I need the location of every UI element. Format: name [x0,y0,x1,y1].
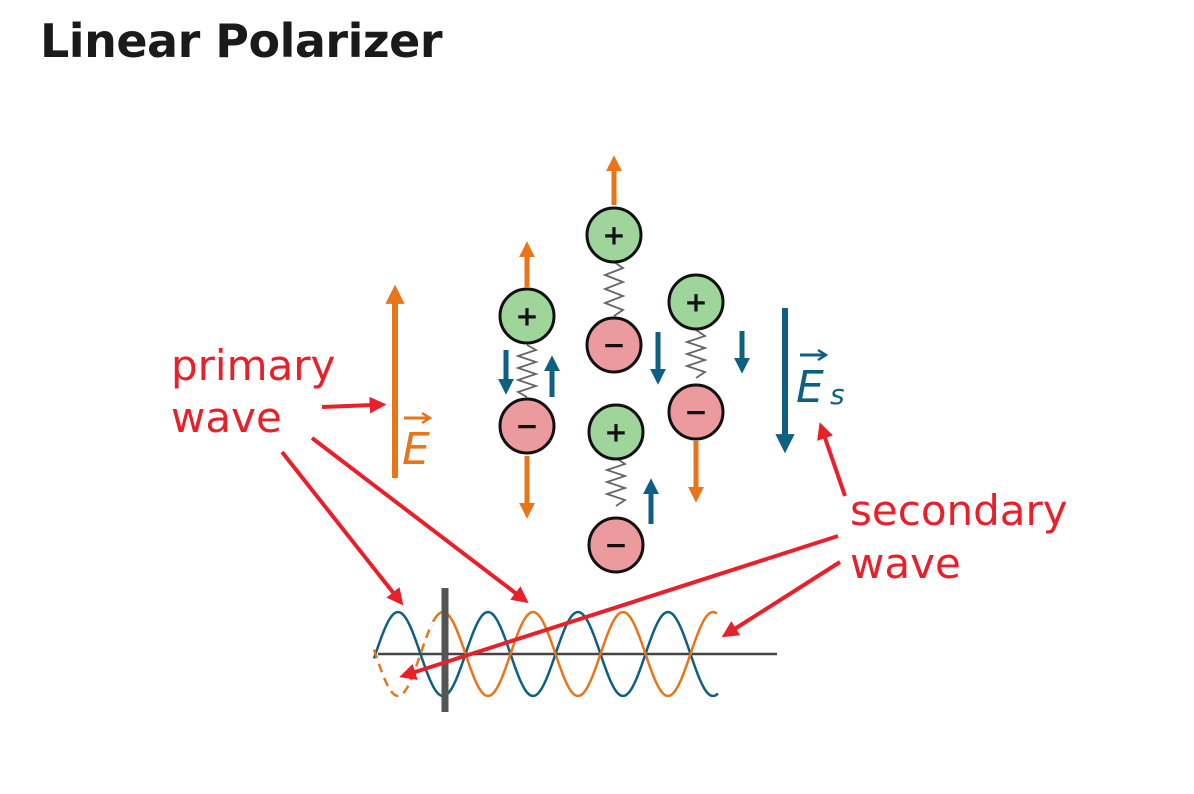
plus-sign: + [684,286,707,319]
plus-sign: + [602,219,625,252]
annotation-arrow-icon [280,450,404,606]
negative-charge-left: − [498,397,556,455]
positive-charge-right: + [667,273,725,331]
slide-title: Linear Polarizer [40,14,443,68]
plus-sign: + [515,300,538,333]
annotation-arrow-icon [721,560,842,638]
positive-charge-top: + [585,206,643,264]
minus-sign: − [515,410,538,443]
positive-charge-left: + [498,287,556,345]
secondary-wave-dashed-curve [372,623,434,698]
secondary-wave-label-line1: secondary [850,486,1068,535]
annotation-arrow-icon [321,396,387,414]
primary-wave-blue-curve [372,610,719,698]
secondary-wave-label-line2: wave [850,539,961,588]
annotation-arrow-icon [399,534,839,680]
annotation-arrow-icon [310,436,529,604]
secondary-wave-orange-curve [431,610,718,698]
vector-overline-head-icon [817,348,829,362]
primary-wave-label-line2: wave [171,393,282,442]
vector-overline-head-icon [421,411,433,425]
primary-wave-label-line1: primary [171,341,335,390]
plus-sign: + [604,416,627,449]
spring-top [602,261,626,317]
negative-charge-bottom: − [587,516,645,574]
secondary-field-subscript: s [830,378,845,411]
secondary-field-label: E [796,362,824,413]
minus-sign: − [684,396,707,429]
spring-right [684,329,708,379]
minus-sign: − [604,529,627,562]
negative-charge-right: − [667,383,725,441]
annotation-arrow-icon [817,422,847,497]
primary-field-label: E [402,424,430,475]
negative-charge-top: − [585,316,643,374]
spring-left [515,344,539,398]
minus-sign: − [602,329,625,362]
positive-charge-bottom: + [587,403,645,461]
spring-bottom [604,457,628,507]
